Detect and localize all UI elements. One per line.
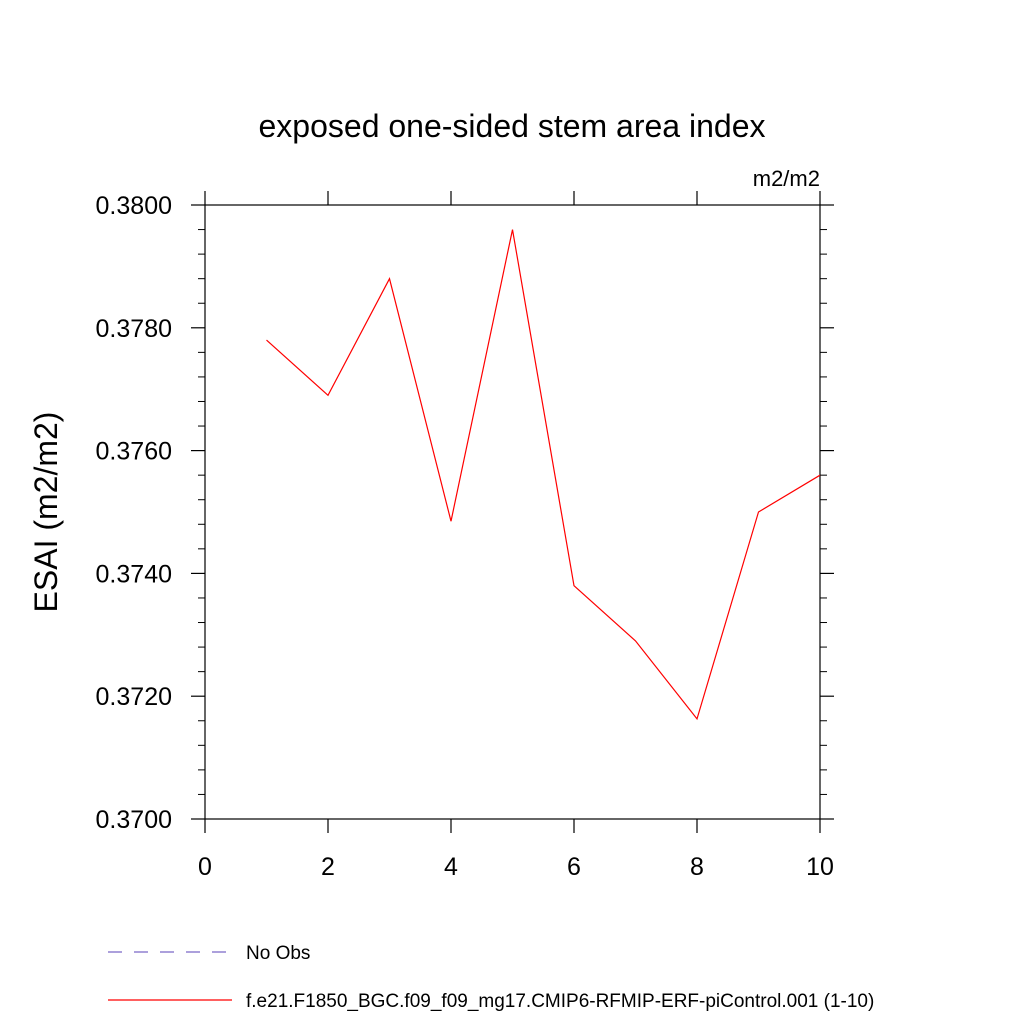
- plot-frame: [204, 204, 821, 820]
- legend: No Obs f.e21.F1850_BGC.f09_f09_mg17.CMIP6…: [108, 943, 874, 1012]
- y-tick-label: 0.3760: [96, 438, 172, 466]
- y-tick-label: 0.3720: [96, 683, 172, 711]
- chart-title: exposed one-sided stem area index: [259, 108, 766, 144]
- plot-area: [266, 229, 821, 721]
- x-tick-label: 8: [690, 853, 704, 881]
- y-tick-label: 0.3780: [96, 315, 172, 343]
- x-tick-label: 6: [567, 853, 581, 881]
- y-tick-label: 0.3800: [96, 192, 172, 220]
- y-tick-label: 0.3700: [96, 806, 172, 834]
- legend-label: f.e21.F1850_BGC.f09_f09_mg17.CMIP6-RFMIP…: [246, 991, 874, 1012]
- y-tick-label: 0.3740: [96, 560, 172, 588]
- plot-axes: 0 2 4 6 8 10 0.3700 0.3720 0.3740 0.3760 0.3780 0.3…: [96, 191, 834, 881]
- x-tick-label: 2: [321, 853, 335, 881]
- series-line: [266, 229, 821, 721]
- y-axis-label: ESAI (m2/m2): [28, 412, 64, 613]
- units-label: m2/m2: [753, 166, 820, 191]
- x-tick-label: 10: [806, 853, 834, 881]
- legend-label: No Obs: [246, 943, 310, 964]
- x-tick-label: 4: [444, 853, 458, 881]
- x-tick-label: 0: [198, 853, 212, 881]
